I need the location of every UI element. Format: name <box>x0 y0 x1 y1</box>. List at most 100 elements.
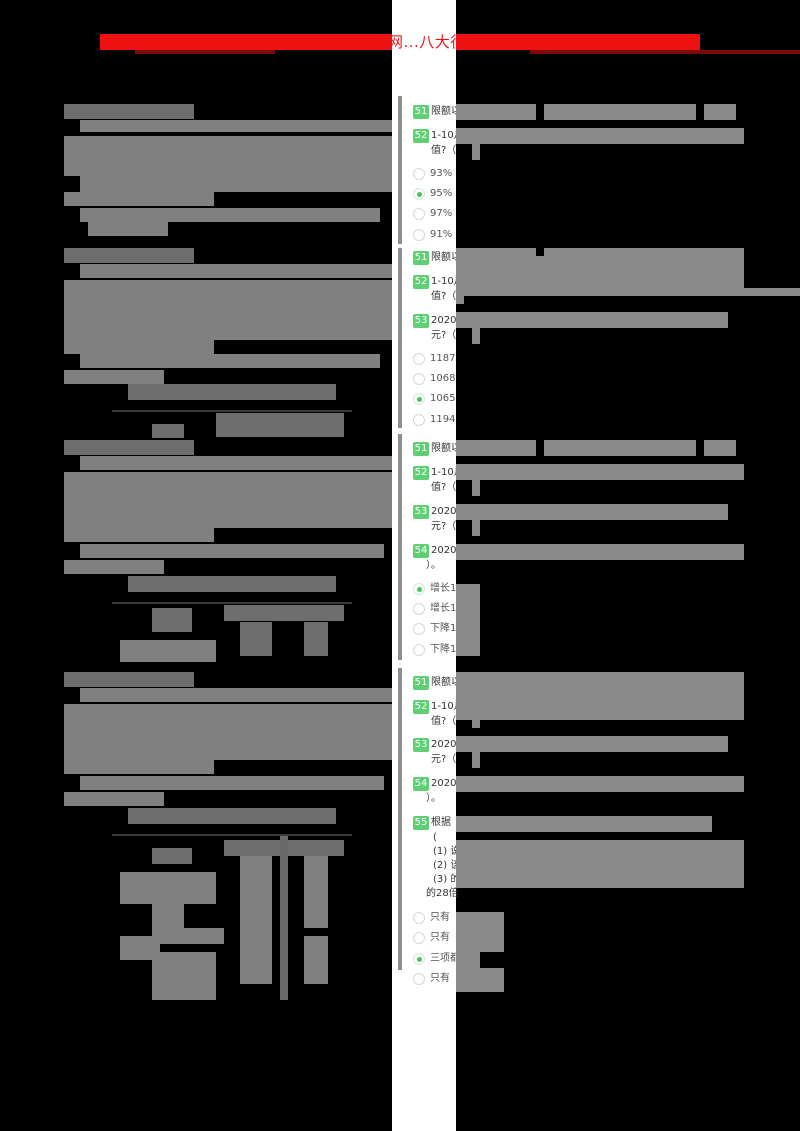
option-label[interactable]: 只有 <box>430 973 450 984</box>
redacted-option <box>456 968 504 992</box>
redacted-text <box>472 720 480 728</box>
question-number-badge: 54 <box>413 777 429 791</box>
redacted-heading <box>64 440 194 455</box>
option-radio[interactable] <box>413 229 425 241</box>
option-label[interactable]: 下降1 <box>430 644 457 655</box>
option-radio[interactable] <box>413 644 425 656</box>
question-number-badge: 53 <box>413 314 429 328</box>
scrollbar[interactable] <box>398 248 402 428</box>
question-text: 2020 <box>431 315 457 326</box>
option-radio[interactable] <box>413 373 425 385</box>
question-text: 1-10月 <box>431 701 464 712</box>
redacted-text <box>456 736 728 752</box>
option-radio[interactable] <box>413 912 425 924</box>
question-text: 2020 <box>431 778 457 789</box>
redacted-table-cell <box>152 848 192 864</box>
question-text: 限额以 <box>431 252 461 263</box>
redacted-text <box>456 504 728 520</box>
redacted-text <box>80 776 384 790</box>
question-text-line: (2) 该 <box>433 860 461 871</box>
redacted-table-cell <box>152 904 184 928</box>
redacted-table-cell <box>216 413 344 437</box>
option-radio-selected[interactable] <box>413 583 425 595</box>
option-label[interactable]: 91% <box>430 229 453 240</box>
question-text: 1-10月 <box>431 130 464 141</box>
redacted-option <box>456 952 480 968</box>
option-label[interactable]: 只有 <box>430 932 450 943</box>
option-radio[interactable] <box>413 973 425 985</box>
redacted-option <box>456 584 480 656</box>
option-label[interactable]: 1187 <box>430 353 456 364</box>
redacted-text <box>456 128 744 144</box>
option-label[interactable]: 下降1 <box>430 623 457 634</box>
question-text-continued: 值?（ <box>431 482 457 493</box>
question-text-continued: ）。 <box>426 793 441 804</box>
redacted-text <box>456 248 744 296</box>
redaction-gap <box>536 248 544 256</box>
option-radio-selected[interactable] <box>413 953 425 965</box>
redacted-table-cell <box>240 856 272 984</box>
question-text: 2020 <box>431 545 457 556</box>
question-text-line: ( <box>433 832 437 843</box>
option-radio[interactable] <box>413 623 425 635</box>
redacted-table-cell <box>224 605 344 621</box>
option-radio[interactable] <box>413 603 425 615</box>
redacted-heading <box>64 248 194 263</box>
question-text-line: (3) 的 <box>433 874 461 885</box>
option-radio[interactable] <box>413 353 425 365</box>
option-radio-selected[interactable] <box>413 188 425 200</box>
option-radio[interactable] <box>413 208 425 220</box>
option-radio[interactable] <box>413 414 425 426</box>
redacted-table-cell <box>304 936 328 984</box>
question-text: 1-10月 <box>431 276 464 287</box>
scrollbar[interactable] <box>398 96 402 244</box>
redacted-text <box>88 222 168 236</box>
question-text: 1-10月 <box>431 467 464 478</box>
option-label[interactable]: 1065 <box>430 393 456 404</box>
redacted-table-cell <box>152 608 192 632</box>
redacted-text <box>64 192 214 206</box>
redacted-table-cell <box>304 622 328 656</box>
redacted-text <box>80 120 392 132</box>
redacted-text <box>456 104 536 120</box>
option-label[interactable]: 1194 <box>430 414 456 425</box>
question-text: 限额以 <box>431 677 461 688</box>
option-label[interactable]: 93% <box>430 168 453 179</box>
option-radio-selected[interactable] <box>413 393 425 405</box>
question-number-badge: 53 <box>413 738 429 752</box>
redacted-text <box>80 208 380 222</box>
redacted-text <box>80 456 392 470</box>
option-radio[interactable] <box>413 168 425 180</box>
option-radio[interactable] <box>413 932 425 944</box>
redacted-table-title <box>128 808 336 824</box>
scrollbar[interactable] <box>398 434 402 660</box>
redacted-text <box>456 440 536 456</box>
redacted-table-cell <box>152 424 184 438</box>
redacted-table-cell <box>152 952 216 1000</box>
redacted-text <box>544 104 696 120</box>
option-label[interactable]: 增长1 <box>430 603 457 614</box>
option-label[interactable]: 95% <box>430 188 453 199</box>
scrollbar[interactable] <box>398 668 402 970</box>
redacted-text <box>64 792 164 806</box>
banner-redacted-right <box>456 34 700 50</box>
redacted-text <box>456 312 728 328</box>
redacted-text <box>456 464 744 480</box>
option-label[interactable]: 只有 <box>430 912 450 923</box>
question-text: 限额以 <box>431 106 461 117</box>
redacted-text <box>64 472 392 528</box>
question-number-badge: 51 <box>413 442 429 456</box>
option-label[interactable]: 97% <box>430 208 453 219</box>
redacted-heading <box>64 672 194 687</box>
question-text-line: (1) 说 <box>433 846 461 857</box>
question-text: 根据 <box>431 817 451 828</box>
redacted-text <box>64 340 214 354</box>
option-label[interactable]: 三项都 <box>430 953 460 964</box>
option-label[interactable]: 增长1 <box>430 583 457 594</box>
visible-content-strip <box>392 0 456 1131</box>
redacted-text <box>472 480 480 496</box>
option-label[interactable]: 1068 <box>430 373 456 384</box>
redacted-table-cell <box>152 928 224 944</box>
question-text-continued: 值?（ <box>431 291 457 302</box>
table-divider <box>280 836 288 1000</box>
